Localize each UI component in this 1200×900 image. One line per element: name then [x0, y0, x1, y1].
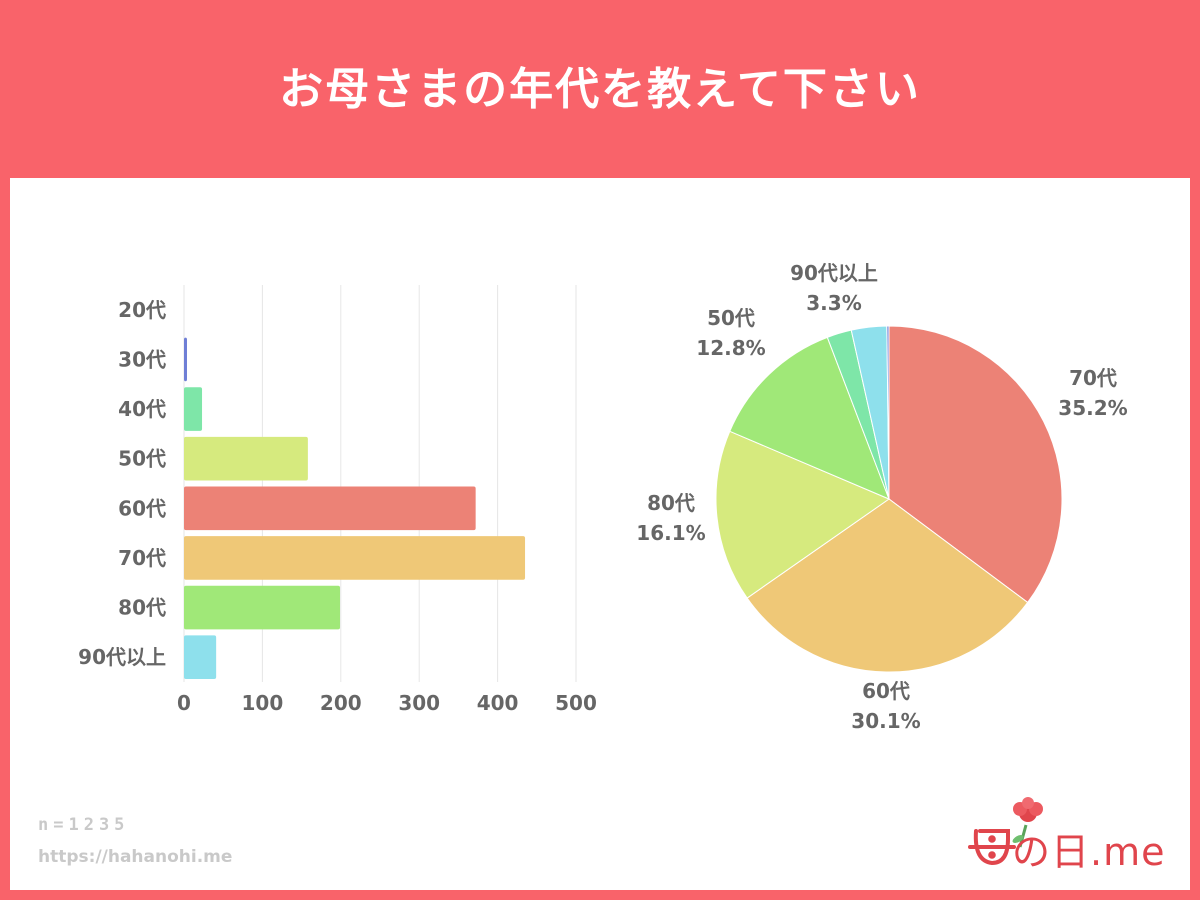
y-tick-label: 70代	[118, 546, 166, 570]
source-url: https://hahanohi.me	[38, 847, 233, 867]
pie-slice	[746, 498, 1029, 673]
x-tick-label: 400	[477, 691, 519, 715]
pie-label: 50代	[707, 306, 755, 330]
y-tick-label: 40代	[118, 397, 166, 421]
pie-label: 80代	[647, 491, 695, 515]
x-tick-label: 500	[555, 691, 597, 715]
y-tick-label: 30代	[118, 347, 166, 371]
x-tick-label: 100	[242, 691, 284, 715]
pie-percent-label: 16.1%	[636, 521, 705, 545]
pie-percent-label: 3.3%	[806, 291, 861, 315]
logo-text: の日.me	[1012, 830, 1166, 874]
pie-label: 70代	[1069, 366, 1117, 390]
pie-label: 60代	[862, 679, 910, 703]
x-tick-label: 200	[320, 691, 362, 715]
page-title: お母さまの年代を教えて下さい	[279, 64, 921, 115]
bar	[184, 536, 526, 580]
brand-logo: の日.me	[962, 795, 1167, 875]
pie-slice	[886, 325, 890, 500]
pie-percent-label: 12.8%	[696, 336, 765, 360]
pie-slice	[729, 336, 890, 500]
bar	[184, 585, 341, 630]
bar	[184, 387, 203, 431]
bar	[184, 436, 308, 481]
sample-size: n=1235	[38, 815, 130, 835]
y-tick-label: 90代以上	[78, 645, 166, 669]
y-tick-label: 20代	[118, 298, 166, 322]
y-tick-label: 60代	[118, 496, 166, 520]
x-tick-label: 300	[398, 691, 440, 715]
pie-slice	[888, 325, 1063, 604]
pie-percent-label: 30.1%	[851, 709, 920, 733]
carnation-icon	[1012, 797, 1043, 848]
pie-slice	[715, 430, 891, 599]
x-tick-label: 0	[177, 691, 191, 715]
y-tick-label: 80代	[118, 596, 166, 620]
pie-percent-label: 35.2%	[1058, 396, 1127, 420]
bar	[184, 635, 217, 679]
bar	[184, 486, 476, 531]
bar	[184, 337, 187, 382]
y-tick-label: 50代	[118, 447, 166, 471]
mother-symbol-icon	[968, 829, 1016, 866]
title-banner: お母さまの年代を教えて下さい	[0, 0, 1200, 178]
pie-label: 90代以上	[790, 261, 878, 285]
